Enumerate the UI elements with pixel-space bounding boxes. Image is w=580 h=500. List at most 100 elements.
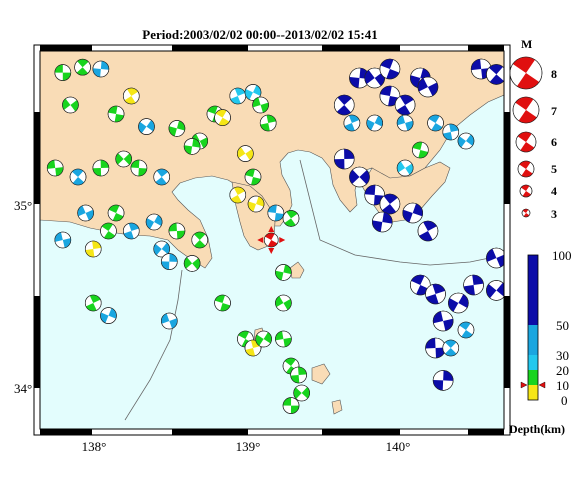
magnitude-legend: M 8 7 6 5 4 3 bbox=[509, 37, 557, 221]
earthquake-symbol bbox=[92, 60, 110, 78]
earthquake-symbol bbox=[486, 280, 504, 301]
earthquake-symbol bbox=[84, 240, 102, 258]
earthquake-symbol bbox=[122, 222, 140, 240]
izu-oshima-island bbox=[289, 261, 305, 279]
earthquake-symbol bbox=[244, 168, 262, 186]
earthquake-symbol bbox=[417, 220, 439, 242]
earthquake-symbol bbox=[244, 84, 262, 101]
magnitude-symbol bbox=[515, 131, 537, 153]
earthquake-symbol bbox=[153, 168, 171, 186]
earthquake-symbol bbox=[161, 253, 178, 270]
magnitude-label: 5 bbox=[551, 162, 557, 176]
x-tick-label: 138° bbox=[82, 439, 107, 454]
events-layer bbox=[46, 58, 504, 414]
magnitude-symbol bbox=[517, 160, 535, 178]
magnitude-label: 3 bbox=[551, 207, 557, 221]
earthquake-symbol bbox=[432, 310, 454, 332]
earthquake-symbol bbox=[54, 64, 72, 81]
y-tick-label: 35° bbox=[14, 198, 32, 213]
earthquake-symbol bbox=[247, 195, 265, 213]
earthquake-symbol bbox=[379, 193, 401, 215]
earthquake-symbol bbox=[62, 96, 79, 114]
magnitude-label: 7 bbox=[551, 104, 557, 118]
mainshock-marker bbox=[279, 237, 286, 243]
mainshock-marker bbox=[268, 226, 275, 232]
earthquake-symbol bbox=[107, 204, 125, 222]
earthquake-symbol bbox=[275, 294, 292, 312]
earthquake-symbol bbox=[145, 213, 163, 231]
earthquake-symbol bbox=[153, 240, 171, 258]
earthquake-symbol bbox=[333, 94, 355, 116]
earthquake-symbol bbox=[379, 85, 401, 107]
earthquake-symbol bbox=[183, 138, 201, 155]
earthquake-symbol bbox=[371, 211, 393, 233]
earthquake-symbol bbox=[237, 145, 254, 162]
earthquake-symbol bbox=[229, 186, 247, 204]
earthquake-symbol bbox=[54, 231, 72, 249]
earthquake-symbol bbox=[229, 87, 247, 105]
miyakejima-island bbox=[311, 363, 331, 385]
earthquake-symbol bbox=[486, 64, 504, 85]
earthquake-symbol bbox=[259, 114, 277, 132]
depth-color-0-10 bbox=[528, 385, 538, 400]
depth-color-20-30 bbox=[528, 355, 538, 370]
earthquake-symbol bbox=[100, 307, 117, 324]
magnitude-label: 8 bbox=[551, 67, 557, 81]
depth-legend-title: Depth(km) bbox=[509, 422, 565, 436]
earthquake-symbol bbox=[214, 109, 231, 126]
magnitude-legend-heading: M bbox=[521, 37, 532, 51]
map-frame bbox=[33, 44, 511, 436]
earthquake-symbol bbox=[366, 114, 383, 132]
trench-line bbox=[124, 159, 504, 421]
magnitude-symbol bbox=[519, 184, 533, 198]
earthquake-symbol bbox=[130, 159, 148, 177]
mainshock-marker bbox=[268, 248, 275, 254]
depth-label: 30 bbox=[556, 348, 569, 363]
earthquake-symbol bbox=[333, 148, 355, 170]
depth-label: 100 bbox=[552, 248, 572, 263]
mainshock-depth-marker bbox=[538, 381, 546, 389]
magnitude-symbols bbox=[509, 56, 543, 218]
mainshock-depth-marker bbox=[520, 381, 528, 389]
earthquake-symbol bbox=[100, 222, 117, 240]
earthquake-symbol bbox=[275, 264, 292, 281]
earthquake-symbol bbox=[191, 231, 209, 249]
depth-label: 50 bbox=[556, 318, 569, 333]
magnitude-symbol bbox=[512, 96, 540, 124]
x-tick-label: 140° bbox=[386, 439, 411, 454]
earthquake-symbol bbox=[69, 168, 87, 186]
depth-color-50-100 bbox=[528, 255, 538, 325]
earthquake-symbol bbox=[161, 312, 178, 330]
earthquake-symbol bbox=[442, 123, 460, 141]
earthquake-symbol bbox=[394, 94, 416, 116]
earthquake-symbol bbox=[252, 96, 269, 114]
mainshock-marker bbox=[257, 237, 264, 243]
earthquake-symbol bbox=[486, 247, 504, 269]
earthquake-symbol bbox=[183, 255, 201, 272]
x-tick-label: 139° bbox=[236, 439, 261, 454]
earthquake-symbol bbox=[457, 321, 475, 339]
earthquake-symbol bbox=[343, 114, 361, 132]
earthquake-symbol bbox=[349, 166, 370, 188]
earthquake-symbol bbox=[267, 204, 285, 222]
y-tick-label: 34° bbox=[14, 381, 32, 396]
earthquake-symbol bbox=[425, 337, 446, 359]
earthquake-symbol bbox=[84, 294, 102, 312]
earthquake-symbol bbox=[115, 150, 132, 168]
earthquake-symbol bbox=[463, 274, 484, 296]
earthquake-symbol bbox=[396, 159, 414, 177]
earthquake-symbol bbox=[290, 366, 307, 384]
earthquake-symbol bbox=[402, 202, 424, 224]
mainshock-symbol bbox=[263, 232, 279, 248]
earthquake-symbol bbox=[448, 292, 469, 314]
earthquake-symbol bbox=[442, 339, 460, 357]
earthquake-symbol bbox=[412, 141, 429, 159]
depth-label: 10 bbox=[556, 378, 569, 393]
earthquake-symbol bbox=[379, 58, 401, 80]
map-title: Period:2003/02/02 00:00--2013/02/02 15:4… bbox=[142, 27, 378, 42]
earthquake-symbol bbox=[122, 87, 140, 105]
earthquake-symbol bbox=[214, 294, 231, 312]
depth-color-30-50 bbox=[528, 325, 538, 355]
magnitude-label: 6 bbox=[551, 135, 557, 149]
